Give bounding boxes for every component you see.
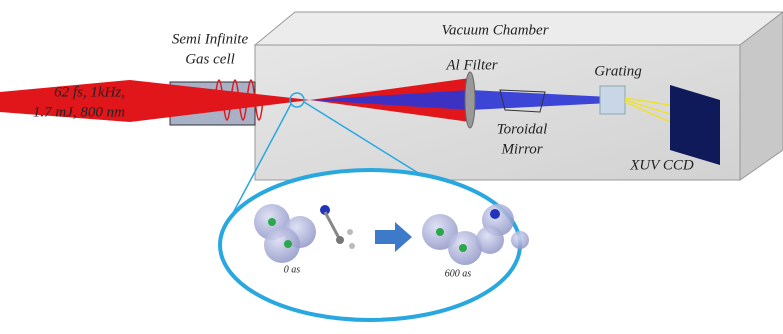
al-filter — [465, 72, 475, 128]
label: 1.7 mJ, 800 nm — [33, 104, 125, 120]
label: Vacuum Chamber — [441, 22, 548, 38]
label: Al Filter — [445, 57, 497, 73]
label: Grating — [594, 63, 642, 79]
label: XUV CCD — [629, 157, 694, 173]
diagram: Semi Infinite Gas cell 62 fs, 1kHz, 1.7 … — [0, 0, 783, 334]
label: Semi Infinite — [172, 31, 249, 47]
label: 600 as — [445, 268, 472, 279]
label: 62 fs, 1kHz, — [54, 84, 125, 100]
label: Mirror — [500, 141, 542, 157]
label: Gas cell — [185, 51, 235, 67]
grating — [600, 86, 625, 114]
label: 0 as — [284, 264, 301, 275]
label: Toroidal — [497, 121, 548, 137]
